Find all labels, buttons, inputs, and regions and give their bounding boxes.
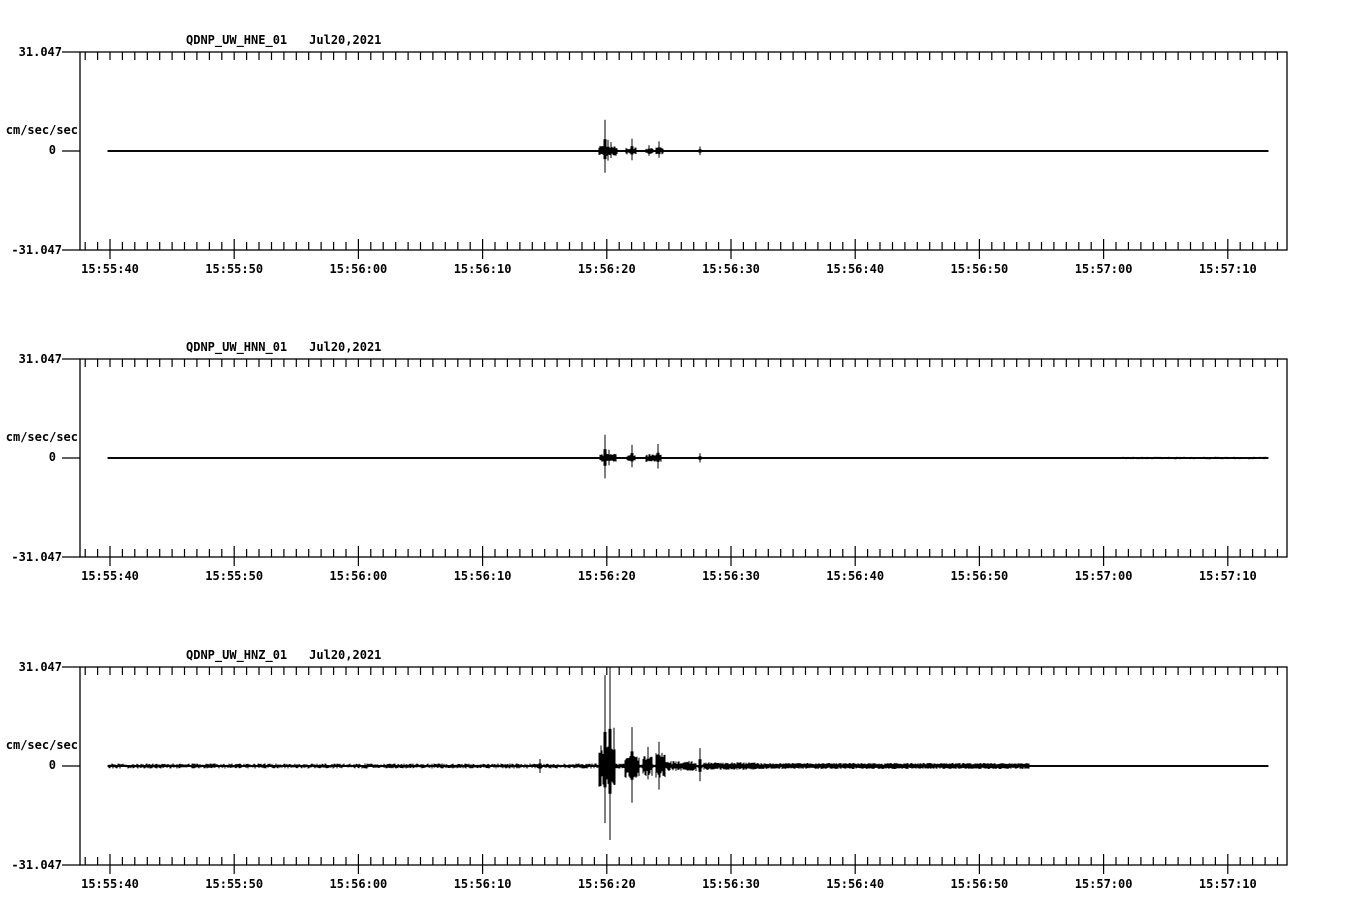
- x-tick-label: 15:56:10: [453, 262, 512, 276]
- x-tick-label: 15:57:00: [1074, 262, 1133, 276]
- x-tick-label: 15:56:20: [577, 569, 636, 583]
- x-tick-label: 15:56:50: [950, 569, 1009, 583]
- x-tick-label: 15:55:40: [81, 569, 139, 583]
- x-tick-label: 15:56:10: [453, 569, 512, 583]
- x-tick-label: 15:56:00: [329, 569, 388, 583]
- x-tick-label: 15:56:50: [950, 877, 1009, 891]
- y-max-label: 31.047: [18, 352, 62, 366]
- y-min-label: -31.047: [11, 858, 62, 872]
- x-tick-label: 15:56:40: [826, 569, 885, 583]
- station-id: QDNP_UW_HNE_01: [186, 33, 288, 47]
- x-tick-label: 15:56:50: [950, 262, 1009, 276]
- x-tick-label: 15:57:10: [1198, 877, 1257, 891]
- x-tick-label: 15:56:00: [329, 262, 388, 276]
- y-max-label: 31.047: [18, 45, 62, 59]
- y-unit-label: cm/sec/sec: [5, 430, 78, 444]
- amplitude-ticks: [62, 358, 80, 558]
- amplitude-ticks: [62, 51, 80, 251]
- waveform-trace-qdnp_uw_hnz_01: [107, 667, 1269, 840]
- x-tick-label: 15:56:30: [702, 569, 760, 583]
- x-tick-label: 15:57:10: [1198, 262, 1257, 276]
- waveform-trace-qdnp_uw_hnn_01: [107, 434, 1269, 479]
- station-id: QDNP_UW_HNZ_01: [186, 648, 288, 662]
- panel-title-hnn: QDNP_UW_HNN_01 Jul20,2021: [186, 340, 381, 354]
- y-unit-label: cm/sec/sec: [5, 123, 78, 137]
- x-tick-label: 15:56:30: [702, 877, 760, 891]
- station-id: QDNP_UW_HNN_01: [186, 340, 288, 354]
- x-tick-label: 15:57:00: [1074, 877, 1133, 891]
- x-tick-label: 15:56:20: [577, 262, 636, 276]
- y-zero-label: 0: [48, 758, 56, 772]
- time-ticks: [84, 667, 1279, 874]
- x-tick-label: 15:56:00: [329, 877, 388, 891]
- x-tick-label: 15:56:30: [702, 262, 760, 276]
- amplitude-ticks: [62, 666, 80, 866]
- record-date: Jul20,2021: [309, 648, 382, 662]
- x-tick-label: 15:57:00: [1074, 569, 1133, 583]
- panel-title-hne: QDNP_UW_HNE_01 Jul20,2021: [186, 33, 381, 47]
- x-tick-label: 15:56:40: [826, 262, 885, 276]
- y-min-label: -31.047: [11, 243, 62, 257]
- x-tick-label: 15:56:40: [826, 877, 885, 891]
- x-tick-label: 15:55:40: [81, 262, 139, 276]
- x-tick-label: 15:57:10: [1198, 569, 1257, 583]
- x-tick-label: 15:56:10: [453, 877, 512, 891]
- y-min-label: -31.047: [11, 550, 62, 564]
- x-tick-label: 15:55:40: [81, 877, 139, 891]
- x-tick-label: 15:55:50: [205, 262, 264, 276]
- time-ticks: [84, 52, 1279, 259]
- record-date: Jul20,2021: [309, 340, 382, 354]
- waveform-trace-qdnp_uw_hne_01: [107, 119, 1269, 173]
- x-tick-label: 15:56:20: [577, 877, 636, 891]
- x-tick-label: 15:55:50: [205, 877, 264, 891]
- record-date: Jul20,2021: [309, 33, 382, 47]
- time-ticks: [84, 359, 1279, 566]
- y-unit-label: cm/sec/sec: [5, 738, 78, 752]
- panel-title-hnz: QDNP_UW_HNZ_01 Jul20,2021: [186, 648, 381, 662]
- y-zero-label: 0: [48, 450, 56, 464]
- x-tick-label: 15:55:50: [205, 569, 264, 583]
- y-max-label: 31.047: [18, 660, 62, 674]
- y-zero-label: 0: [48, 143, 56, 157]
